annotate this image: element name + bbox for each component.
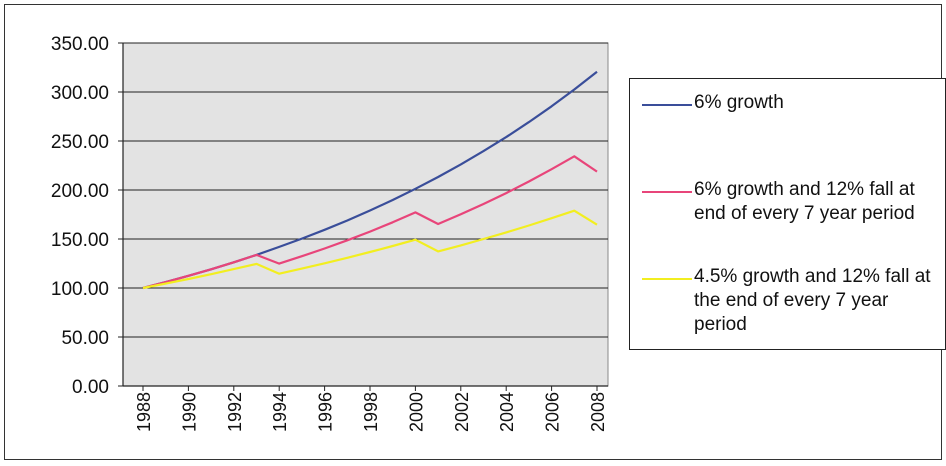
y-tick-label: 150.00 xyxy=(51,230,109,251)
legend-label-series-2: 6% growth and 12% fall at end of every 7… xyxy=(694,179,915,224)
legend-label-series-1: 6% growth xyxy=(694,92,784,113)
legend-label-series-3: 4.5% growth and 12% fall at the end of e… xyxy=(694,266,931,335)
x-tick-label: 1990 xyxy=(179,392,199,432)
y-tick-label: 250.00 xyxy=(51,132,109,153)
legend: 6% growth 6% growth and 12% fall at end … xyxy=(629,78,946,350)
y-tick-label: 200.00 xyxy=(51,181,109,202)
y-tick-labels: 0.00 50.00 100.00 150.00 200.00 250.00 300.00 3… xyxy=(51,34,109,398)
legend-item-series-2: 6% growth and 12% fall at end of every 7… xyxy=(630,178,946,268)
y-tick-label: 300.00 xyxy=(51,83,109,104)
y-tick-label: 0.00 xyxy=(72,377,109,398)
x-tick-label: 1992 xyxy=(225,392,245,432)
series-line-3 xyxy=(142,209,598,290)
x-tick-label: 2004 xyxy=(497,392,517,432)
series-line-2 xyxy=(142,155,598,290)
legend-item-series-3: 4.5% growth and 12% fall at the end of e… xyxy=(630,265,946,355)
gridlines xyxy=(118,42,608,387)
legend-item-series-1: 6% growth xyxy=(630,91,946,181)
x-tick-labels: 1988 1990 1992 1994 1996 1998 2000 2002 2004 2006… xyxy=(134,392,608,432)
plot-area xyxy=(122,42,609,387)
series-lines xyxy=(142,70,598,290)
x-tick-label: 1988 xyxy=(134,392,154,432)
legend-swatch-series-2 xyxy=(642,191,692,193)
x-tick-label: 1996 xyxy=(316,392,336,432)
x-tick-label: 2000 xyxy=(406,392,426,432)
y-tick-label: 350.00 xyxy=(51,34,109,55)
x-tick-label: 2006 xyxy=(543,392,563,432)
legend-swatch-series-3 xyxy=(642,278,692,280)
y-tick-label: 100.00 xyxy=(51,279,109,300)
x-tick-label: 1998 xyxy=(361,392,381,432)
legend-swatch-series-1 xyxy=(642,104,692,106)
axes xyxy=(122,43,608,391)
y-tick-label: 50.00 xyxy=(61,328,109,349)
x-tick-label: 2002 xyxy=(452,392,472,432)
x-tick-label: 2008 xyxy=(588,392,608,432)
x-tick-label: 1994 xyxy=(270,392,290,432)
